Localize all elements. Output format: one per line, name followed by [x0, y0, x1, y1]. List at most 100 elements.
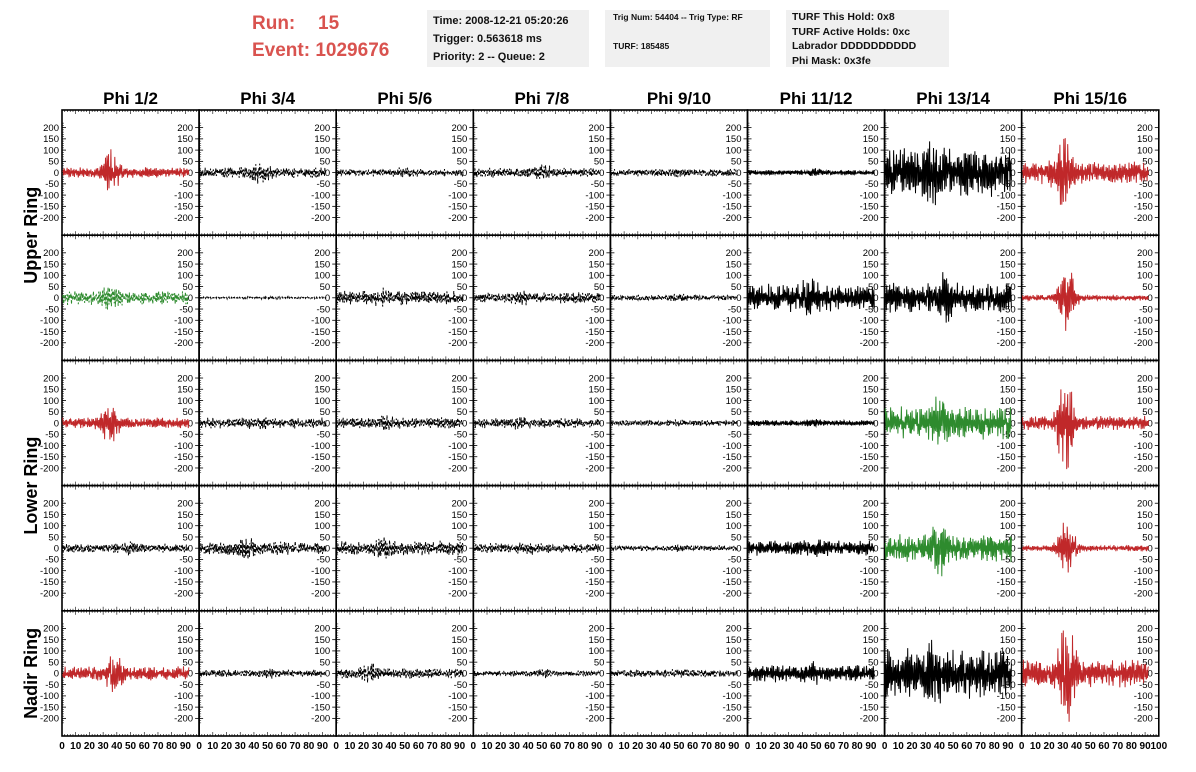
y-tick-label: -150	[1134, 452, 1153, 463]
y-tick-label: -200	[860, 338, 879, 349]
waveform-trace	[473, 164, 601, 179]
y-tick-label: 200	[589, 123, 605, 134]
y-tick-label: -200	[448, 588, 467, 599]
y-tick-label: 150	[863, 134, 879, 145]
y-tick-label-outer: 50	[48, 407, 59, 418]
y-tick-label: 150	[589, 134, 605, 145]
y-tick-label: 150	[726, 385, 742, 396]
y-tick-label-outer: 50	[48, 157, 59, 168]
y-tick-label: 0	[1010, 168, 1015, 179]
y-tick-label: 100	[1000, 396, 1016, 407]
y-tick-label: 100	[451, 396, 467, 407]
y-tick-label: -100	[860, 441, 879, 452]
y-tick-label: 100	[177, 396, 193, 407]
y-tick-label: 100	[177, 271, 193, 282]
y-tick-label: 200	[1000, 123, 1016, 134]
y-tick-label: 0	[188, 418, 193, 429]
waveform-trace	[62, 287, 190, 310]
y-tick-label-outer: -100	[40, 316, 59, 327]
y-tick-label-outer: 100	[43, 145, 59, 156]
y-tick-label: -200	[722, 338, 741, 349]
y-tick-label: 50	[183, 157, 194, 168]
y-tick-label: -150	[585, 577, 604, 588]
y-tick-label: -150	[1134, 327, 1153, 338]
y-tick-label: -200	[448, 213, 467, 224]
y-tick-label: 200	[177, 499, 193, 510]
waveform-trace	[473, 417, 601, 430]
y-tick-label: 0	[1148, 293, 1153, 304]
y-tick-label-outer: 150	[43, 259, 59, 270]
waveform-trace	[199, 163, 327, 184]
y-tick-label: 0	[462, 418, 467, 429]
y-tick-label-outer: -50	[45, 430, 59, 441]
y-tick-label: -150	[722, 327, 741, 338]
y-tick-label: -150	[311, 327, 330, 338]
y-tick-label: 100	[863, 396, 879, 407]
y-tick-label: 50	[868, 157, 879, 168]
y-tick-label: -100	[311, 441, 330, 452]
y-tick-label: 200	[177, 373, 193, 384]
y-tick-label: 0	[873, 293, 878, 304]
y-tick-label: 0	[462, 293, 467, 304]
y-tick-label: -150	[174, 327, 193, 338]
y-tick-label: -150	[860, 202, 879, 213]
y-tick-label: 0	[1010, 418, 1015, 429]
y-tick-label: -200	[860, 213, 879, 224]
y-tick-label: -100	[174, 316, 193, 327]
y-tick-label: 200	[1000, 248, 1016, 259]
run-event-header: Run: 15 Event: 1029676	[252, 10, 389, 64]
y-tick-label: 200	[589, 373, 605, 384]
y-tick-label: 50	[183, 532, 194, 543]
y-tick-label: 50	[320, 157, 331, 168]
y-tick-label: -50	[865, 304, 879, 315]
y-tick-label: -200	[997, 213, 1016, 224]
waveform-trace	[199, 417, 327, 431]
column-label-3: Phi 5/6	[377, 89, 432, 108]
y-tick-label: -200	[311, 463, 330, 474]
y-tick-label: -100	[311, 316, 330, 327]
y-tick-label: 50	[1142, 407, 1153, 418]
y-tick-label: 100	[726, 145, 742, 156]
y-tick-label: 100	[726, 396, 742, 407]
y-tick-label: -200	[1134, 338, 1153, 349]
y-tick-label: 150	[1000, 385, 1016, 396]
event-line: Event: 1029676	[252, 37, 389, 64]
y-tick-label: 100	[589, 145, 605, 156]
y-tick-label: -50	[316, 304, 330, 315]
y-tick-label: 150	[314, 259, 330, 270]
y-tick-label: 0	[1010, 293, 1015, 304]
y-tick-label-outer: -150	[40, 452, 59, 463]
y-tick-label: -50	[1002, 179, 1016, 190]
y-tick-label: 0	[325, 293, 330, 304]
y-tick-label-outer: 100	[43, 521, 59, 532]
waveform-trace	[473, 290, 601, 306]
y-tick-label: 200	[863, 373, 879, 384]
y-tick-label: 150	[726, 134, 742, 145]
y-tick-label: -50	[1139, 304, 1153, 315]
y-tick-label: 150	[863, 259, 879, 270]
y-tick-label: -100	[448, 566, 467, 577]
y-tick-label: 150	[177, 385, 193, 396]
y-tick-label: 200	[314, 123, 330, 134]
y-tick-label: 150	[589, 259, 605, 270]
y-tick-label: -100	[1134, 316, 1153, 327]
y-tick-label-outer: 50	[48, 282, 59, 293]
y-tick-label: 200	[451, 248, 467, 259]
event-label: Event:	[252, 40, 311, 61]
y-tick-label: 50	[1142, 282, 1153, 293]
trigger-text: Trigger: 0.563618 ms	[433, 33, 542, 45]
y-tick-label: 50	[457, 282, 468, 293]
y-tick-label: -100	[448, 190, 467, 201]
column-label-1: Phi 1/2	[103, 89, 158, 108]
y-tick-label: -150	[311, 202, 330, 213]
